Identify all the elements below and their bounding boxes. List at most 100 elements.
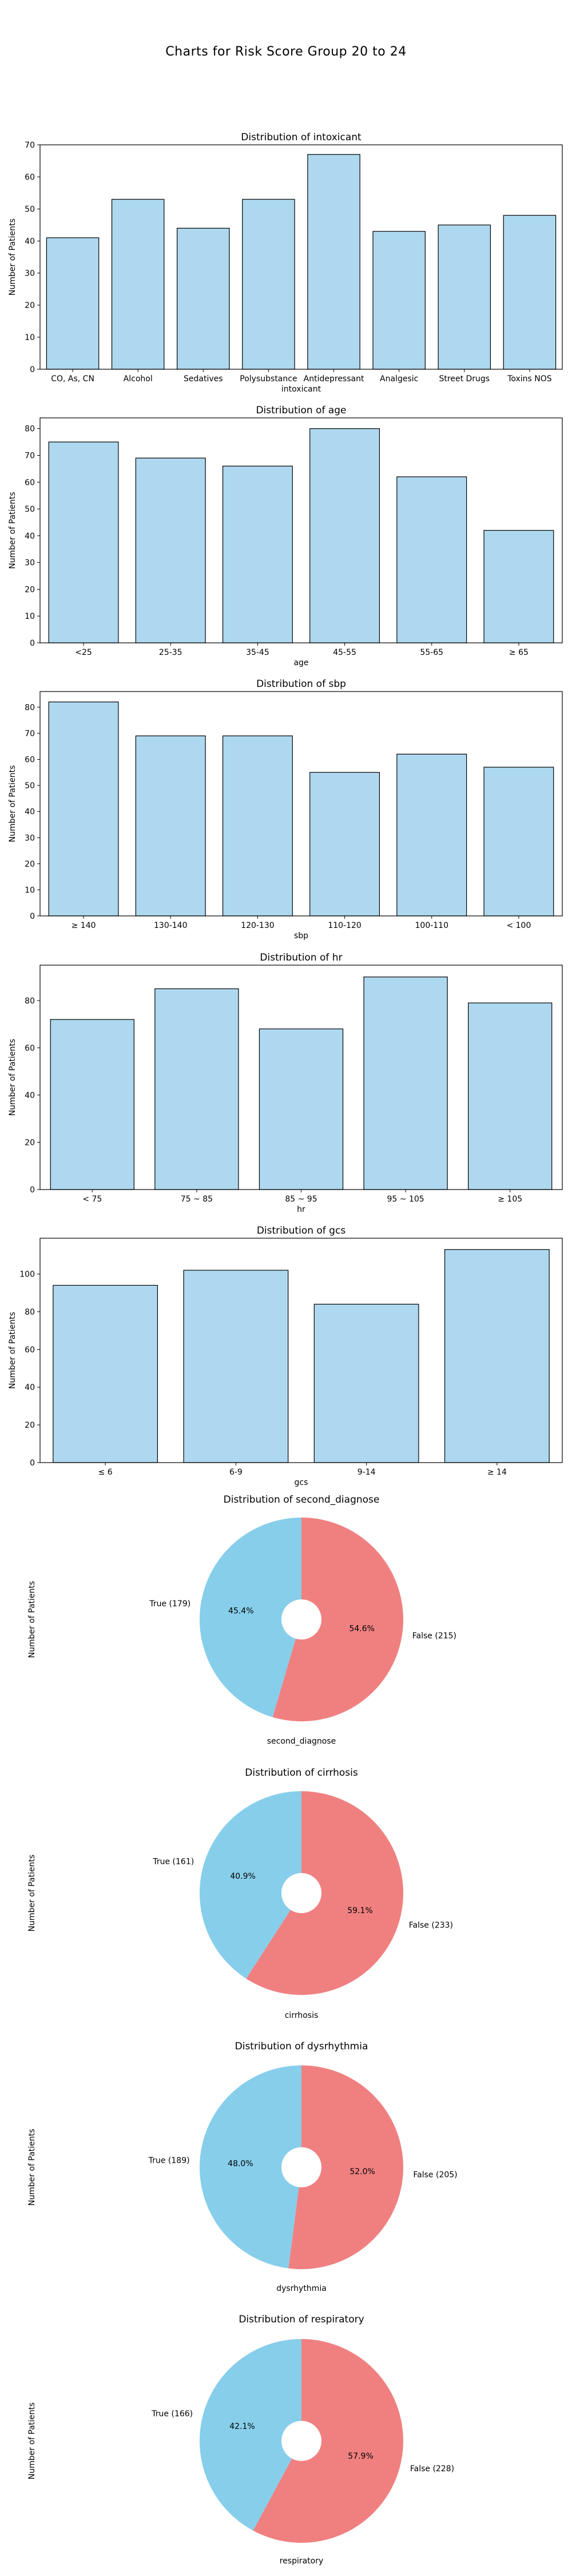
chart-title: Distribution of second_diagnose (224, 1494, 380, 1506)
y-tick-label: 10 (25, 886, 35, 895)
bar-100 (483, 767, 554, 916)
x-tick-label: Alcohol (124, 374, 153, 384)
bar-6 (53, 1285, 158, 1463)
y-tick-label: 40 (25, 1091, 35, 1100)
y-tick-label: 20 (25, 301, 35, 310)
pie-label: True (189) (148, 2156, 190, 2166)
chart-title: Distribution of respiratory (239, 2314, 364, 2325)
x-axis-label: cirrhosis (285, 2011, 319, 2020)
bar-140 (48, 701, 119, 916)
x-tick-label: Polysubstance (240, 374, 297, 384)
chart-title: Distribution of dysrhythmia (235, 2041, 368, 2052)
x-axis-label: sbp (294, 931, 308, 941)
y-tick-label: 30 (25, 833, 35, 843)
pie-label: False (228) (410, 2464, 454, 2474)
chart-gcs: Distribution of gcs 0 20 40 60 80 100 ≤ 6 6-9 9-1… (8, 1225, 563, 1487)
y-axis-label: Number of Patients (8, 765, 17, 843)
bar-antidepressant (307, 154, 360, 370)
x-tick-label: 110-120 (328, 921, 362, 930)
y-axis-label: Number of Patients (8, 492, 17, 569)
chart-title: Distribution of hr (260, 952, 342, 963)
y-tick-label: 40 (25, 1383, 35, 1392)
x-tick-label: ≥ 105 (498, 1195, 522, 1204)
page-title: Charts for Risk Score Group 20 to 24 (165, 45, 407, 59)
y-tick-label: 0 (30, 1459, 35, 1468)
y-tick-label: 60 (25, 173, 35, 182)
bar-110-120 (309, 772, 380, 916)
y-tick-label: 20 (25, 1421, 35, 1430)
bar-toxins-nos (503, 215, 557, 370)
x-tick-label: < 100 (506, 921, 531, 930)
x-tick-label: Analgesic (380, 374, 418, 384)
bar-co-as-cn (46, 237, 100, 370)
y-axis-label: Number of Patients (8, 1039, 17, 1116)
chart-cirrhosis: Distribution of cirrhosis 40.9% True (161)… (27, 1767, 453, 2020)
x-axis-label: second_diagnose (267, 1737, 336, 1746)
x-tick-label: 45-55 (333, 648, 356, 657)
pie-label: True (166) (151, 2409, 193, 2419)
pie-slice-true (200, 2065, 301, 2269)
x-tick-label: 35-45 (246, 648, 269, 657)
plot-frame (39, 144, 563, 370)
bar-95-105 (363, 977, 448, 1190)
y-tick-label: 30 (25, 269, 35, 278)
bar-120-130 (222, 735, 293, 916)
pie-percent-label: 40.9% (230, 1872, 255, 1881)
pie-percent-label: 57.9% (348, 2452, 373, 2461)
x-tick-label: 6-9 (229, 1468, 243, 1477)
chart-title: Distribution of sbp (256, 678, 346, 690)
x-axis-label: dysrhythmia (276, 2284, 327, 2293)
chart-title: Distribution of gcs (257, 1225, 346, 1236)
chart-intoxicant: Distribution of intoxicant 0 10 20 30 40 50 60 7… (8, 132, 563, 394)
bar-35-45 (222, 465, 293, 643)
pie-center-hole (281, 2147, 321, 2187)
pie-percent-label: 52.0% (349, 2167, 375, 2176)
y-tick-label: 20 (25, 860, 35, 869)
y-tick-label: 0 (30, 1186, 35, 1195)
pie-slice-true (199, 2339, 301, 2531)
bar-75-85 (154, 988, 239, 1190)
pie-label: True (161) (152, 1858, 194, 1867)
x-tick-label: <25 (75, 648, 92, 657)
y-tick-label: 80 (25, 425, 35, 434)
pie-percent-label: 48.0% (228, 2159, 253, 2168)
bar-25-35 (135, 457, 206, 643)
y-tick-label: 80 (25, 703, 35, 712)
plot-frame (39, 1238, 563, 1463)
bar-alcohol (111, 199, 165, 370)
x-tick-label: 100-110 (415, 921, 449, 930)
chart-title: Distribution of intoxicant (241, 132, 362, 143)
y-tick-label: 60 (25, 478, 35, 487)
chart-dysrhythmia: Distribution of dysrhythmia 48.0% True (18… (27, 2041, 458, 2293)
x-tick-label: ≥ 65 (509, 648, 529, 657)
y-tick-label: 10 (25, 612, 35, 621)
plot-frame (39, 691, 563, 916)
pie-label: False (233) (409, 1921, 453, 1930)
pie-center-hole (281, 1873, 321, 1913)
pie-percent-label: 42.1% (229, 2422, 255, 2431)
bar-105 (468, 1002, 553, 1190)
x-tick-label: CO, As, CN (51, 374, 94, 384)
pie-label: False (215) (412, 1631, 456, 1641)
y-tick-label: 100 (19, 1270, 35, 1279)
pie-slice-false (272, 1518, 403, 1721)
x-tick-label: ≥ 140 (72, 921, 96, 930)
bar-14 (444, 1249, 550, 1463)
chart-age: Distribution of age 0 10 20 30 40 50 60 70 80 <25 2… (8, 405, 563, 667)
y-axis-label: Number of Patients (8, 1312, 17, 1389)
x-tick-label: 55-65 (420, 648, 443, 657)
chart-title: Distribution of age (256, 405, 346, 416)
y-tick-label: 0 (30, 365, 35, 374)
x-axis-label: intoxicant (281, 385, 321, 394)
y-tick-label: 50 (25, 781, 35, 791)
pie-label: False (205) (413, 2170, 457, 2179)
y-tick-label: 60 (25, 1044, 35, 1053)
pie-slice-false (288, 2065, 404, 2269)
x-tick-label: Antidepressant (304, 374, 364, 384)
y-tick-label: 40 (25, 237, 35, 246)
y-tick-label: 10 (25, 333, 35, 342)
y-tick-label: 0 (30, 912, 35, 921)
bar-75 (50, 1019, 134, 1190)
x-tick-label: 85 ~ 95 (285, 1195, 317, 1204)
